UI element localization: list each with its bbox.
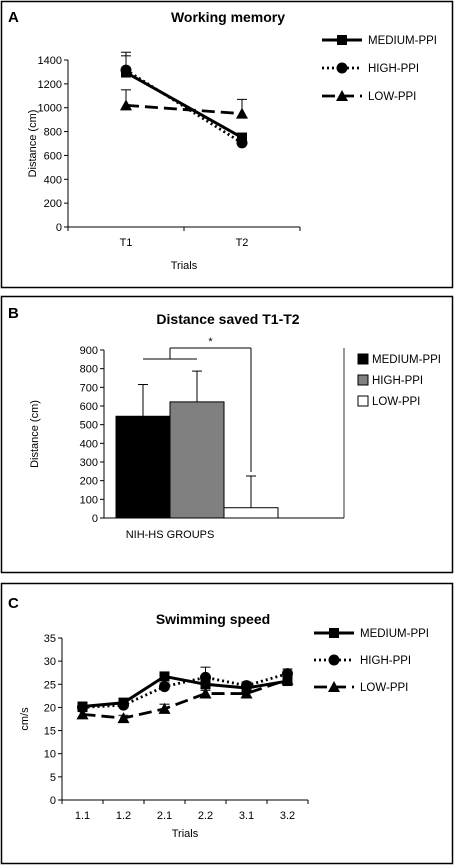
working-memory-chart: Working memory 0 200 400 600 800 1000 1200 1400 D…: [27, 9, 437, 272]
swimming-speed-series-low-ppi-line: [82, 678, 288, 720]
working-memory-series-high-ppi-point: [236, 137, 248, 149]
working-memory-x-tick-label: T1: [120, 237, 133, 249]
swimming-speed-y-tick-label: 30: [44, 656, 56, 668]
swimming-speed-y-axis-label: cm/s: [19, 707, 31, 731]
working-memory-legend-medium-ppi-label: MEDIUM-PPI: [368, 35, 437, 47]
working-memory-title: Working memory: [171, 9, 285, 25]
distance-saved-y-tick-label: 700: [80, 382, 98, 394]
working-memory-y-tick-label: 1000: [38, 103, 62, 115]
swimming-speed-legend-medium-ppi-swatch-marker: [329, 628, 339, 638]
working-memory-legend-high-ppi-swatch-marker: [336, 62, 348, 74]
panel-a-frame: [0, 0, 454, 289]
working-memory-y-axis-label: Distance (cm): [27, 110, 39, 178]
swimming-speed-x-tick-label: 2.2: [198, 810, 213, 822]
distance-saved-legend-low-ppi-label: LOW-PPI: [372, 396, 420, 408]
distance-saved-significance-star: *: [208, 336, 213, 348]
distance-saved-legend-medium-ppi-swatch: [357, 353, 369, 365]
swimming-speed-y-tick-label: 35: [44, 633, 56, 645]
swimming-speed-legend-medium-ppi-label: MEDIUM-PPI: [360, 628, 429, 640]
working-memory-y-tick-label: 1400: [38, 55, 62, 67]
working-memory-x-tick-label: T2: [236, 237, 249, 249]
working-memory-series-low-ppi-point: [120, 99, 132, 111]
working-memory-legend-low-ppi-label: LOW-PPI: [368, 91, 416, 103]
swimming-speed-series-high-ppi-point: [241, 680, 252, 692]
swimming-speed-series-high-ppi-point: [200, 671, 211, 683]
working-memory-y-tick-label: 0: [56, 222, 62, 234]
panel-b-frame: [0, 295, 454, 574]
swimming-speed-series-medium-ppi-point: [200, 679, 211, 690]
swimming-speed-series-high-ppi-point: [282, 668, 293, 680]
panel-c-letter: C: [8, 595, 19, 612]
distance-saved-legend-low-ppi-swatch: [357, 395, 369, 407]
distance-saved-y-tick-label: 0: [92, 513, 98, 525]
swimming-speed-x-tick-label: 3.1: [239, 810, 254, 822]
swimming-speed-legend-high-ppi-label: HIGH-PPI: [360, 655, 411, 667]
working-memory-series-low-ppi-line: [125, 103, 243, 116]
swimming-speed-series-low-ppi-point: [281, 673, 294, 685]
distance-saved-y-tick-label: 500: [80, 420, 98, 432]
distance-saved-bar-high-ppi: [169, 401, 225, 519]
swimming-speed-title: Swimming speed: [156, 611, 270, 627]
panel-a-letter: A: [8, 9, 19, 26]
distance-saved-chart: Distance saved T1-T2 0 100 200 300 400 500 600 7…: [29, 311, 441, 541]
working-memory-y-tick-label: 200: [44, 198, 62, 210]
working-memory-series-medium-ppi-line: [125, 71, 243, 139]
swimming-speed-series-low-ppi-point: [158, 702, 171, 714]
working-memory-y-tick-label: 400: [44, 174, 62, 186]
swimming-speed-x-tick-label: 1.2: [116, 810, 131, 822]
working-memory-series-high-ppi-point: [120, 64, 132, 76]
distance-saved-y-tick-label: 900: [80, 345, 98, 357]
working-memory-y-tick-label: 800: [44, 127, 62, 139]
swimming-speed-legend-low-ppi-label: LOW-PPI: [360, 682, 408, 694]
distance-saved-bar-medium-ppi: [115, 415, 171, 519]
working-memory-x-axis-label: Trials: [171, 260, 198, 272]
panel-b-letter: B: [8, 305, 19, 322]
swimming-speed-chart: Swimming speed 0 5 10 15 20 25 30 35 cm/s 1.1 1.2 2.…: [19, 611, 429, 840]
swimming-speed-y-tick-label: 10: [44, 749, 56, 761]
swimming-speed-series-high-ppi-point: [77, 701, 88, 713]
swimming-speed-series-high-ppi-point: [118, 699, 129, 711]
distance-saved-bar-low-ppi: [223, 507, 279, 519]
swimming-speed-series-low-ppi-point: [117, 712, 130, 724]
swimming-speed-series-low-ppi-point: [240, 687, 253, 699]
working-memory-y-tick-label: 600: [44, 150, 62, 162]
swimming-speed-x-tick-label: 3.2: [280, 810, 295, 822]
swimming-speed-series-medium-ppi-point: [159, 671, 170, 682]
distance-saved-legend-high-ppi-swatch: [357, 374, 369, 386]
swimming-speed-x-tick-label: 1.1: [75, 810, 90, 822]
swimming-speed-y-tick-label: 25: [44, 679, 56, 691]
swimming-speed-series-medium-ppi-line: [82, 674, 288, 708]
distance-saved-y-tick-label: 300: [80, 457, 98, 469]
swimming-speed-y-tick-label: 0: [50, 795, 56, 807]
swimming-speed-series-low-ppi-point: [76, 708, 89, 720]
panel-c-frame: [0, 582, 454, 865]
working-memory-series-low-ppi-point: [236, 107, 248, 119]
distance-saved-legend-medium-ppi-label: MEDIUM-PPI: [372, 354, 441, 366]
swimming-speed-y-tick-label: 15: [44, 726, 56, 738]
distance-saved-y-tick-label: 200: [80, 476, 98, 488]
distance-saved-y-tick-label: 100: [80, 494, 98, 506]
distance-saved-y-tick-label: 600: [80, 401, 98, 413]
distance-saved-title: Distance saved T1-T2: [156, 311, 299, 327]
swimming-speed-series-high-ppi-point: [159, 681, 170, 693]
working-memory-y-tick-label: 1200: [38, 79, 62, 91]
swimming-speed-y-tick-label: 20: [44, 702, 56, 714]
working-memory-legend-medium-ppi-swatch-marker: [337, 35, 347, 45]
swimming-speed-series-low-ppi-point: [199, 687, 212, 699]
swimming-speed-legend-low-ppi-swatch-marker: [328, 681, 340, 692]
swimming-speed-x-tick-label: 2.1: [157, 810, 172, 822]
swimming-speed-legend-high-ppi-swatch-marker: [328, 654, 340, 666]
distance-saved-x-axis-label: NIH-HS GROUPS: [126, 529, 215, 541]
distance-saved-y-tick-label: 400: [80, 438, 98, 450]
distance-saved-y-tick-label: 800: [80, 364, 98, 376]
swimming-speed-x-axis-label: Trials: [172, 828, 199, 840]
distance-saved-y-axis-label: Distance (cm): [29, 400, 41, 468]
working-memory-legend-low-ppi-swatch-marker: [336, 90, 348, 101]
swimming-speed-y-tick-label: 5: [50, 772, 56, 784]
working-memory-legend-high-ppi-label: HIGH-PPI: [368, 63, 419, 75]
distance-saved-legend-high-ppi-label: HIGH-PPI: [372, 375, 423, 387]
